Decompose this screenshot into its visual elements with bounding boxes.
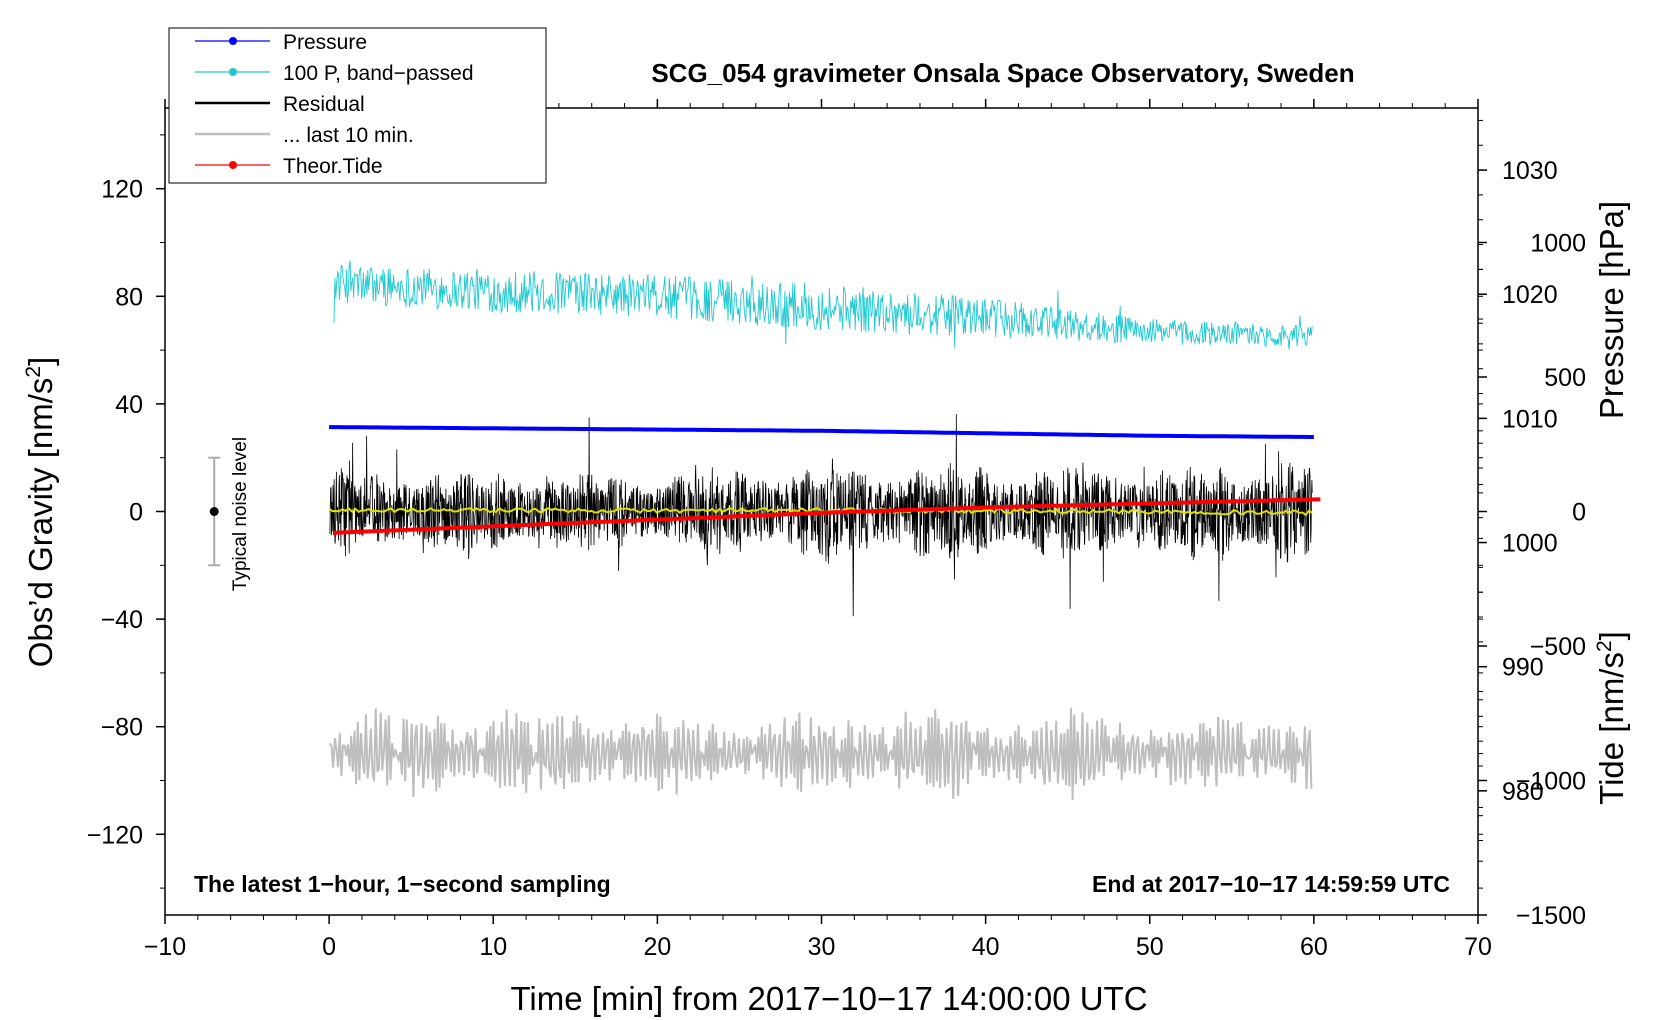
legend-marker [229,161,237,169]
annotation-end-time: End at 2017−10−17 14:59:59 UTC [1092,871,1450,897]
legend-label: Pressure [283,31,367,54]
x-axis-label: Time [min] from 2017−10−17 14:00:00 UTC [510,980,1147,1017]
legend-marker [229,37,237,45]
y-tick-label: 120 [101,176,143,204]
pressure-tick-label: 1000 [1502,530,1558,558]
tide-tick-label: 1000 [1530,230,1586,258]
legend-marker [229,68,237,76]
legend-label: ... last 10 min. [283,124,414,147]
x-tick-label: −10 [144,933,186,961]
series-bandpassed-pressure-line [333,260,1313,350]
x-tick-label: 50 [1136,933,1164,961]
legend-box [168,27,547,184]
series-tide-line [333,497,1321,535]
tide-tick-label: −500 [1530,633,1586,661]
noise-indicator-label: Typical noise level [230,437,251,591]
series-residual-smoothed-line [328,507,1313,517]
legend-label: 100 P, band−passed [283,62,474,85]
chart-title: SCG_054 gravimeter Onsala Space Observat… [651,58,1354,88]
noise-indicator-dot [209,507,219,516]
pressure-tick-label: 980 [1502,778,1544,806]
y-tick-label: 80 [115,283,143,311]
pressure-tick-label: 990 [1502,654,1544,682]
annotation-sampling: The latest 1−hour, 1−second sampling [194,871,611,897]
legend-label: Theor.Tide [283,155,383,178]
ticks-layer: −10 0 10 20 30 40 50 60 70−120−80−40040801209809… [87,99,1586,961]
tide-tick-label: 500 [1544,364,1586,392]
pressure-tick-label: 1030 [1502,157,1558,185]
y-tick-label: −40 [101,606,143,634]
x-tick-label: 60 [1300,933,1328,961]
y-tick-label: −120 [87,821,143,849]
x-tick-label: 10 [479,933,507,961]
y-tick-label: 0 [129,499,143,527]
tide-axis-label-text: Tide [nm/s [1593,652,1630,805]
y-axis-label-sup: 2 [22,366,45,378]
x-tick-label: 70 [1464,933,1492,961]
x-tick-label: 30 [808,933,836,961]
tide-tick-label: −1500 [1516,902,1586,930]
pressure-axis-label: Pressure [hPa] [1593,201,1630,419]
x-tick-label: 40 [972,933,1000,961]
x-tick-label: 20 [643,933,671,961]
tide-axis-label: Tide [nm/s2] [1593,631,1630,805]
tide-tick-label: 0 [1572,499,1586,527]
legend: Pressure 100 P, band−passed Residual ... la… [168,27,547,184]
y-tick-label: −80 [101,714,143,742]
x-tick-label: 0 [322,933,336,961]
pressure-tick-label: 1020 [1502,281,1558,309]
y-axis-label-text: Obs’d Gravity [nm/s [22,378,59,668]
tide-axis-label-sup: 2 [1593,640,1616,652]
series-layer [328,260,1321,800]
y-tick-label: 40 [115,391,143,419]
y-axis-label: Obs’d Gravity [nm/s2] [22,357,59,668]
series-pressure-line [329,425,1314,439]
legend-label: Residual [283,93,365,116]
series-residual-line [329,413,1313,617]
pressure-tick-label: 1010 [1502,405,1558,433]
series-last-10-min-line [329,707,1313,800]
y-axis-label-close: ] [22,357,59,366]
noise-indicator: Typical noise level [208,437,251,591]
tide-tick-label: −1000 [1516,768,1586,796]
tide-axis-label-close: ] [1593,631,1630,640]
